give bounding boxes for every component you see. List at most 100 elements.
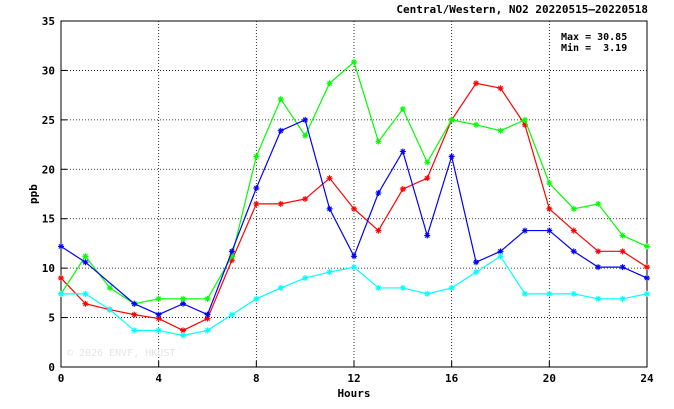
series-1-point <box>644 264 650 271</box>
series-3-point <box>448 153 455 160</box>
series-2-point <box>253 153 260 160</box>
series-4-point <box>473 269 480 276</box>
series-4-point <box>253 295 260 302</box>
series-1-point <box>619 248 626 255</box>
series-3-line <box>60 119 648 316</box>
series-layer <box>58 59 650 339</box>
series-1-point <box>326 175 333 182</box>
series-1 <box>58 80 650 334</box>
x-axis-label: Hours <box>337 387 370 400</box>
y-axis: 0 5 10 15 20 25 30 35 <box>42 15 67 374</box>
series-2-point <box>448 116 455 123</box>
series-2-point <box>546 180 553 187</box>
series-3-point <box>546 227 553 234</box>
series-2-point <box>473 121 480 128</box>
y-tick-label: 20 <box>42 163 55 176</box>
x-tick-label: 0 <box>58 372 65 385</box>
series-4-point <box>155 327 162 334</box>
y-axis-label: ppb <box>27 184 40 204</box>
series-1-point <box>424 175 431 182</box>
series-1-point <box>204 315 211 322</box>
y-tick-label: 5 <box>48 312 55 325</box>
series-2-point <box>497 127 504 134</box>
x-tick-label: 4 <box>155 372 162 385</box>
series-4-point <box>180 332 187 339</box>
series-4-point <box>619 295 626 302</box>
series-2-point <box>375 138 382 145</box>
series-4-point <box>351 264 357 271</box>
series-4-point <box>521 290 528 297</box>
series-4-point <box>497 253 504 260</box>
series-1-point <box>546 205 553 212</box>
series-4-point <box>131 327 138 334</box>
watermark: © 2026 ENVF, HKUST <box>67 348 175 359</box>
series-3-point <box>155 311 162 318</box>
series-4-point <box>302 275 309 282</box>
series-3 <box>58 116 650 318</box>
series-4-point <box>570 290 577 297</box>
series-1-point <box>82 300 89 307</box>
series-3-point <box>473 259 480 266</box>
x-tick-label: 24 <box>640 372 654 385</box>
series-3-point <box>375 190 382 197</box>
series-1-point <box>399 186 406 193</box>
series-4-point <box>375 284 382 291</box>
series-2-point <box>351 59 357 66</box>
series-4-point <box>399 284 406 291</box>
x-tick-label: 8 <box>253 372 260 385</box>
series-1-point <box>375 227 382 234</box>
y-tick-label: 10 <box>42 262 55 275</box>
series-3-point <box>424 232 431 239</box>
x-axis: 0 4 8 12 16 20 24 <box>58 361 654 385</box>
y-tick-label: 15 <box>42 213 55 226</box>
max-label: Max = 30.85 <box>561 32 627 43</box>
series-2-point <box>204 295 211 302</box>
series-1-point <box>180 327 187 334</box>
series-1-point <box>228 257 235 264</box>
min-label: Min = 3.19 <box>561 42 627 54</box>
x-tick-label: 16 <box>445 372 459 385</box>
series-2-point <box>595 200 602 207</box>
series-3-point <box>204 311 211 318</box>
series-2-point <box>644 243 650 250</box>
series-1-point <box>497 85 504 92</box>
series-3-point <box>82 259 89 266</box>
series-3-point <box>253 185 260 192</box>
grid-lines <box>61 21 647 367</box>
chart-title: Central/Western, NO2 20220515–20220518 <box>396 3 648 16</box>
series-4-point <box>277 284 284 291</box>
y-tick-label: 30 <box>42 64 55 77</box>
series-4-point <box>228 311 235 318</box>
series-1-point <box>595 248 602 255</box>
series-3-point <box>570 248 577 255</box>
series-1-point <box>277 200 284 207</box>
series-3-point <box>399 148 406 155</box>
series-2-point <box>106 284 113 291</box>
series-1-point <box>570 227 577 234</box>
series-3-point <box>595 264 602 271</box>
series-4-point <box>82 290 89 297</box>
series-4-point <box>424 290 431 297</box>
series-2-point <box>302 132 309 139</box>
series-3-point <box>131 300 138 307</box>
series-4-point <box>204 327 211 334</box>
series-4-point <box>106 306 113 313</box>
series-1-point <box>58 275 64 282</box>
series-1-point <box>155 315 162 322</box>
series-4-point <box>58 290 64 297</box>
series-3-point <box>326 205 333 212</box>
x-tick-label: 20 <box>543 372 556 385</box>
series-4-point <box>546 290 553 297</box>
x-tick-label: 12 <box>347 372 360 385</box>
y-tick-label: 25 <box>42 114 55 127</box>
series-3-point <box>277 127 284 134</box>
series-3-point <box>521 227 528 234</box>
series-2-point <box>155 295 162 302</box>
series-1-point <box>473 80 480 87</box>
series-2-point <box>399 105 406 112</box>
series-2-point <box>521 116 528 123</box>
series-2-point <box>619 232 626 239</box>
series-4-point <box>644 290 650 297</box>
series-1-point <box>253 200 260 207</box>
